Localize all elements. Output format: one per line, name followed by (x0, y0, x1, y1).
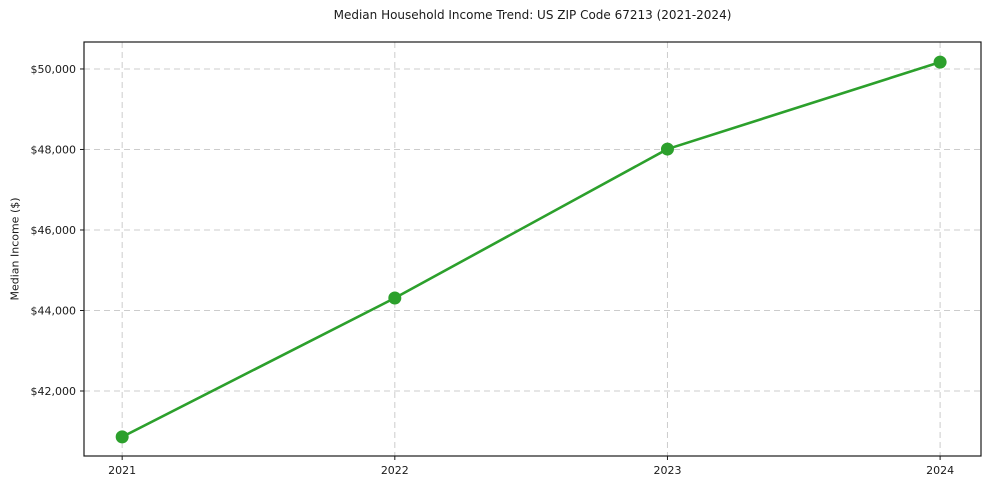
y-tick-label: $48,000 (31, 143, 77, 156)
x-tick-label: 2024 (926, 464, 954, 477)
data-point (660, 142, 674, 156)
y-tick-label: $42,000 (31, 385, 77, 398)
y-tick-label: $46,000 (31, 224, 77, 237)
plot-border (83, 41, 982, 457)
trend-line (120, 60, 942, 439)
data-point (115, 430, 129, 444)
y-tick-label: $50,000 (31, 63, 77, 76)
x-tick-label: 2021 (108, 464, 136, 477)
data-point (933, 55, 947, 69)
y-tick-label: $44,000 (31, 304, 77, 317)
chart-title: Median Household Income Trend: US ZIP Co… (333, 8, 732, 22)
data-point (388, 291, 402, 305)
x-tick-label: 2023 (653, 464, 681, 477)
x-tick-label: 2022 (381, 464, 409, 477)
